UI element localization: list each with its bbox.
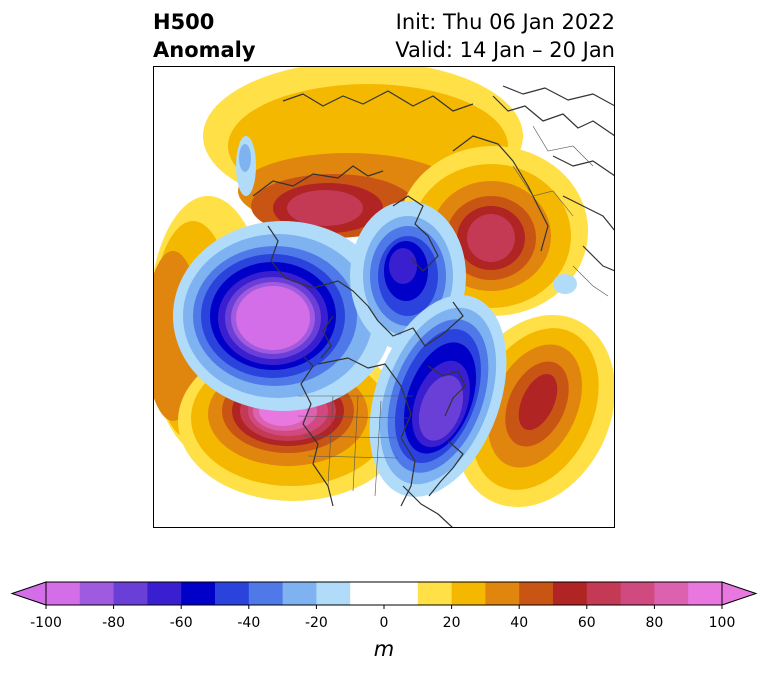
valid-date: Valid: 14 Jan – 20 Jan <box>395 38 615 62</box>
colorbar-over-arrow <box>721 581 758 606</box>
colorbar-cell <box>316 582 351 605</box>
anomaly-field <box>153 66 615 508</box>
colorbar-cell <box>384 582 419 605</box>
colorbar-tick-label: 0 <box>380 615 389 631</box>
colorbar-tick-label: 100 <box>709 615 736 631</box>
colorbar-tick-label: 60 <box>578 615 596 631</box>
colorbar-cell <box>620 582 655 605</box>
colorbar-cell <box>451 582 486 605</box>
country-borders <box>297 125 609 497</box>
colorbar-tick-label: -40 <box>237 615 260 631</box>
colorbar-cell <box>519 582 554 605</box>
map-frame <box>153 66 615 528</box>
coastlines <box>252 85 615 528</box>
colorbar-tick-label: 40 <box>510 615 528 631</box>
colorbar-cell <box>485 582 520 605</box>
colorbar-cell <box>553 582 588 605</box>
colorbar-tick-label: -80 <box>102 615 125 631</box>
title-line-1: H500 <box>153 10 215 34</box>
colorbar-cell <box>282 582 317 605</box>
chart-dates: Init: Thu 06 Jan 2022 Valid: 14 Jan – 20… <box>395 8 615 64</box>
colorbar-cell <box>350 582 385 605</box>
colorbar-cell <box>586 582 622 605</box>
colorbar-tick-label: -100 <box>30 615 62 631</box>
colorbar-tick-label: 20 <box>443 615 461 631</box>
colorbar-cell <box>417 582 453 605</box>
init-date: Init: Thu 06 Jan 2022 <box>395 10 615 34</box>
title-line-2: Anomaly <box>153 38 256 62</box>
colorbar-tick-label: -20 <box>305 615 328 631</box>
colorbar-cell <box>147 582 182 605</box>
colorbar-cell <box>181 582 216 605</box>
colorbar-cell <box>654 582 689 605</box>
colorbar-cell <box>113 582 148 605</box>
colorbar: -100 -80 -60 -40 -20 0 20 40 60 80 100 m <box>10 581 758 661</box>
colorbar-tick-label: 80 <box>645 615 663 631</box>
colorbar-cell <box>79 582 115 605</box>
colorbar-cells <box>46 582 723 605</box>
chart-title: H500 Anomaly <box>153 8 256 64</box>
colorbar-cell <box>248 582 284 605</box>
colorbar-tick-label: -60 <box>170 615 193 631</box>
colorbar-cell <box>688 582 723 605</box>
colorbar-cell <box>215 582 250 605</box>
colorbar-under-arrow <box>10 581 47 606</box>
colorbar-cell <box>46 582 81 605</box>
colorbar-unit: m <box>374 637 394 661</box>
colorbar-ticks: -100 -80 -60 -40 -20 0 20 40 60 80 100 <box>30 605 735 631</box>
anomaly-map <box>153 66 615 528</box>
